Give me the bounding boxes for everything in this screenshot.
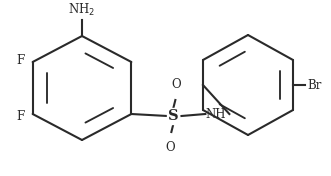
- Text: Br: Br: [307, 78, 321, 92]
- Text: F: F: [17, 109, 24, 122]
- Text: F: F: [17, 54, 24, 67]
- Text: O: O: [166, 141, 175, 154]
- Text: NH$_2$: NH$_2$: [69, 2, 96, 18]
- Text: O: O: [171, 78, 181, 91]
- Text: NH: NH: [205, 108, 226, 121]
- Text: S: S: [168, 109, 179, 123]
